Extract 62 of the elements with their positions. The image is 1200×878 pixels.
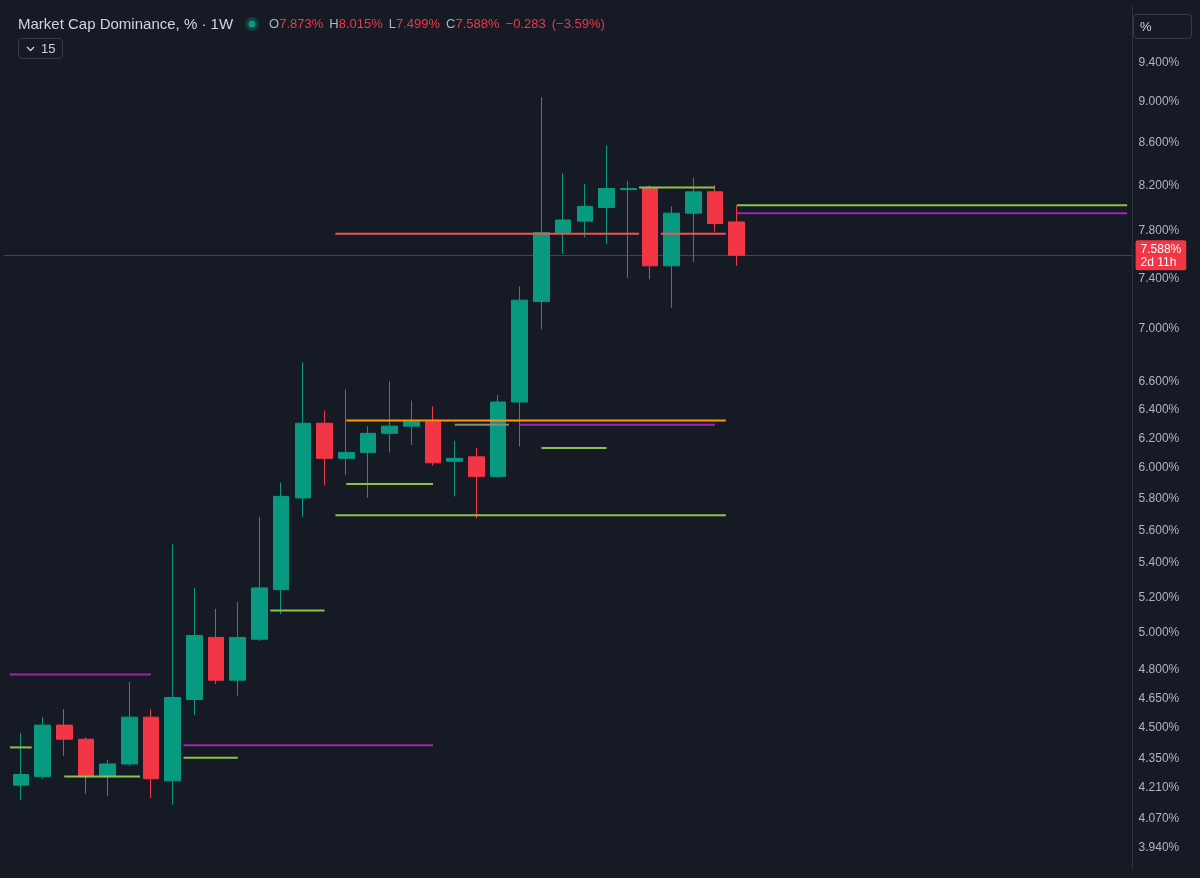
y-tick-label: 6.600% [1138,374,1180,389]
y-tick-label: 8.600% [1138,135,1180,150]
ref-line-label: 7.588% [1140,241,1182,256]
y-tick-label: 5.600% [1138,522,1180,537]
y-tick-label: 6.200% [1138,430,1180,445]
candlestick [164,543,181,806]
candlestick [229,601,246,697]
candlestick [273,481,289,615]
candlestick [381,380,398,453]
candlestick [446,440,463,497]
candlestick [490,394,506,479]
candlestick [598,144,615,245]
y-tick-label: 9.000% [1138,94,1180,109]
candlestick [143,708,159,799]
candlestick [707,184,723,233]
y-tick-label: 3.940% [1138,840,1180,855]
y-tick-label: 5.000% [1138,624,1180,639]
candlestick [316,409,333,487]
candlestick [121,681,138,767]
candlestick [338,388,355,476]
y-tick-label: 4.500% [1138,720,1180,735]
candlestick [13,732,29,801]
y-tick-label: 5.800% [1138,490,1180,505]
y-tick-label: 4.800% [1138,661,1180,676]
candlestick [56,708,73,757]
candlestick [251,516,268,642]
y-tick-label: 8.200% [1138,178,1180,193]
candlestick [468,447,485,519]
y-tick-label: 6.400% [1138,402,1180,417]
y-tick-label: 4.070% [1138,810,1180,825]
y-tick-label: 7.000% [1138,321,1180,336]
candlestick [533,96,550,330]
annotation: 15 [41,41,56,56]
text: O7.873% H8.015% L7.499% C7.588% −0.283 (−3.59%) [269,16,605,31]
scale-button: % [1133,14,1192,39]
candlestick [186,587,203,716]
candlestick [34,716,51,780]
candlestick [99,759,116,797]
candlestick [620,180,637,279]
candlestick [685,177,702,263]
candlestick [208,608,224,685]
collapse-button: 15 [18,38,64,59]
y-tick-label: 4.650% [1138,690,1180,705]
candlestick [360,425,376,499]
y-tick-label: 4.210% [1138,780,1180,795]
candlestick [511,286,528,447]
y-tick-label: 7.800% [1138,223,1180,238]
candlestick [577,183,593,238]
y-tick-label: 9.400% [1138,54,1180,69]
candlestick [663,205,680,309]
y-tick-label: 5.400% [1138,555,1180,570]
candlestick [425,405,441,467]
candlestick [78,736,94,795]
candlestick [295,361,311,518]
text: 2d 11h [1140,254,1177,269]
candlestick [403,400,420,446]
y-tick-label: 4.350% [1138,750,1180,765]
candlestick [555,172,571,255]
y-tick-label: 6.000% [1138,460,1180,475]
y-tick-label: 5.200% [1138,589,1180,604]
text: Market Cap Dominance, % · 1W [18,15,234,32]
y-tick-label: 7.400% [1138,270,1180,285]
